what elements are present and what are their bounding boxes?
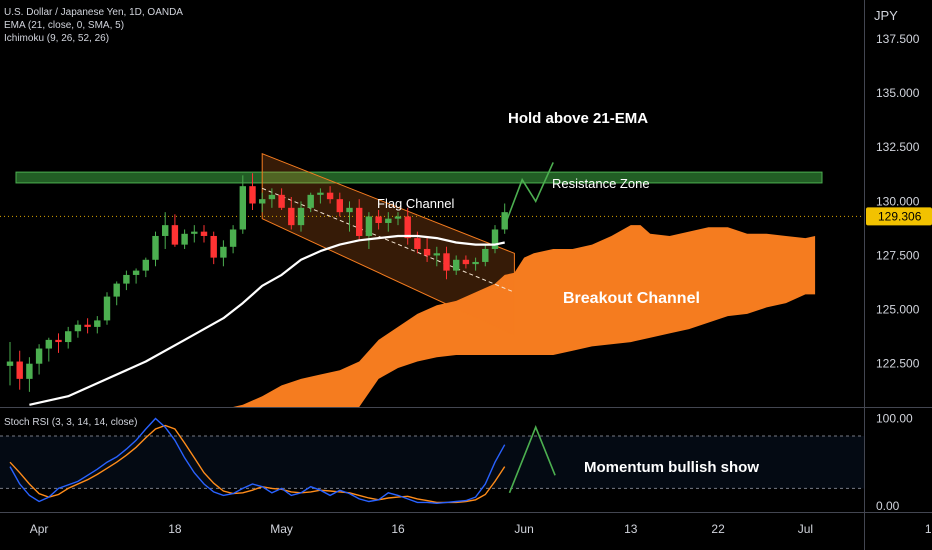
candle[interactable] <box>259 199 266 204</box>
candle[interactable] <box>123 274 130 284</box>
time-tick-label: 18 <box>925 522 932 536</box>
candle[interactable] <box>443 253 450 271</box>
last-price-label: 129.306 <box>878 209 922 223</box>
candle[interactable] <box>346 207 353 213</box>
legend-stoch-rsi: Stoch RSI (3, 3, 14, 14, close) <box>4 417 138 428</box>
candle[interactable] <box>16 361 23 379</box>
candle[interactable] <box>462 259 470 265</box>
legend-title: U.S. Dollar / Japanese Yen, 1D, OANDA <box>4 7 183 18</box>
candle[interactable] <box>113 283 120 297</box>
stoch-d-line <box>9 424 506 504</box>
candle[interactable] <box>501 212 508 230</box>
candle[interactable] <box>423 248 431 256</box>
candle[interactable] <box>317 192 324 195</box>
candle[interactable] <box>229 229 237 247</box>
candle[interactable] <box>268 194 276 200</box>
time-tick-label: 18 <box>168 522 182 536</box>
candle[interactable] <box>385 218 392 223</box>
time-tick-label: Jul <box>798 522 813 536</box>
stoch-tick-label: 0.00 <box>876 499 900 513</box>
candle[interactable] <box>482 248 489 262</box>
price-tick-label: 122.500 <box>876 357 920 371</box>
candle[interactable] <box>152 235 159 260</box>
legend-ema: EMA (21, close, 0, SMA, 5) <box>4 20 125 31</box>
time-tick-label: 13 <box>624 522 638 536</box>
candle[interactable] <box>26 363 33 379</box>
resistance-zone <box>15 171 823 184</box>
time-tick-label: 22 <box>711 522 725 536</box>
candle[interactable] <box>472 261 479 265</box>
candle[interactable] <box>6 361 14 366</box>
candle[interactable] <box>404 216 411 239</box>
candle[interactable] <box>35 348 43 364</box>
candle[interactable] <box>491 229 499 249</box>
annotations: Hold above 21-EMA Resistance Zone Flag Cha… <box>377 110 759 476</box>
candle[interactable] <box>142 259 149 271</box>
candle[interactable] <box>288 207 295 226</box>
candle[interactable] <box>307 194 314 208</box>
candle[interactable] <box>356 207 363 236</box>
stoch-k-line <box>9 417 506 505</box>
stoch-rsi-band <box>0 435 864 489</box>
candle[interactable] <box>394 216 402 219</box>
candle[interactable] <box>239 186 246 230</box>
price-tick-label: 125.000 <box>876 303 920 317</box>
time-tick-label: Apr <box>30 522 49 536</box>
candle[interactable] <box>297 207 305 226</box>
annotation-hold-ema: Hold above 21-EMA <box>508 110 648 127</box>
price-pane[interactable] <box>0 152 864 410</box>
last-price-badge <box>866 207 932 226</box>
annotation-resistance-zone: Resistance Zone <box>552 176 650 191</box>
candle[interactable] <box>278 194 285 208</box>
annotation-breakout-channel: Breakout Channel <box>563 290 700 307</box>
price-tick-label: 135.000 <box>876 86 920 100</box>
candle[interactable] <box>210 235 217 258</box>
candle[interactable] <box>65 331 72 343</box>
candle[interactable] <box>336 199 343 213</box>
annotation-flag-channel: Flag Channel <box>377 196 454 211</box>
candle[interactable] <box>375 216 382 223</box>
candle[interactable] <box>45 339 52 349</box>
price-tick-label: 137.500 <box>876 32 920 46</box>
time-tick-label: May <box>270 522 293 536</box>
price-tick-label: 132.500 <box>876 140 920 154</box>
price-tick-label: 130.000 <box>876 194 920 208</box>
stoch-rsi-pane[interactable] <box>0 417 864 505</box>
candle[interactable] <box>414 238 421 249</box>
candle[interactable] <box>326 192 334 200</box>
main-legend: U.S. Dollar / Japanese Yen, 1D, OANDA EM… <box>4 6 183 45</box>
candle[interactable] <box>433 253 440 256</box>
flag-channel-midline <box>262 187 515 293</box>
momentum-arrow <box>508 425 556 494</box>
annotation-momentum: Momentum bullish show <box>584 459 759 476</box>
legend-ichimoku: Ichimoku (9, 26, 52, 26) <box>4 33 110 44</box>
time-tick-label: Jun <box>514 522 533 536</box>
candle[interactable] <box>249 186 256 204</box>
time-tick-label: 16 <box>391 522 405 536</box>
candle[interactable] <box>94 320 101 327</box>
candle[interactable] <box>453 259 460 271</box>
candle[interactable] <box>171 225 179 245</box>
candle[interactable] <box>365 216 373 236</box>
stoch-rsi-legend: Stoch RSI (3, 3, 14, 14, close) <box>4 416 137 429</box>
price-axis-unit: JPY <box>874 8 898 23</box>
candle[interactable] <box>55 339 62 343</box>
stoch-tick-label: 100.00 <box>876 411 913 425</box>
candle[interactable] <box>220 246 227 258</box>
price-tick-label: 127.500 <box>876 248 920 262</box>
candle[interactable] <box>103 296 111 321</box>
candle[interactable] <box>162 225 169 236</box>
ema-21-line <box>29 234 505 406</box>
breakout-arrow <box>505 162 554 222</box>
candle[interactable] <box>74 324 82 332</box>
candle[interactable] <box>84 324 91 327</box>
candle[interactable] <box>181 233 188 245</box>
candle[interactable] <box>132 270 140 275</box>
candle[interactable] <box>191 231 198 234</box>
candle[interactable] <box>200 231 208 236</box>
ichimoku-cloud <box>233 225 816 407</box>
